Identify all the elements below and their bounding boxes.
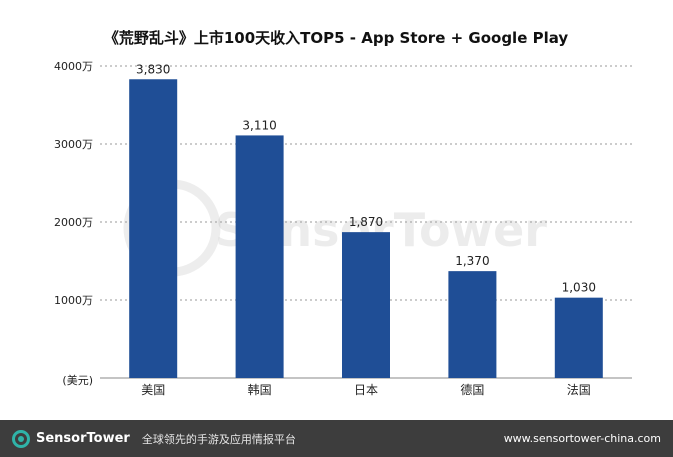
chart: SensorTower 《荒野乱斗》上市100天收入TOP5 - App Sto…: [54, 29, 632, 397]
footer-brand: SensorTower: [36, 431, 130, 446]
x-category-label-0: 美国: [141, 383, 165, 397]
bar-value-label-2: 1,870: [349, 215, 383, 229]
bar-value-label-1: 3,110: [242, 118, 276, 132]
sensortower-logo-icon: [12, 429, 30, 448]
footer-tagline: 全球领先的手游及应用情报平台: [141, 432, 296, 446]
x-category-label-4: 法国: [567, 383, 591, 397]
chart-title: 《荒野乱斗》上市100天收入TOP5 - App Store + Google …: [104, 29, 569, 47]
x-category-label-3: 德国: [460, 382, 484, 397]
x-category-label-2: 日本: [354, 383, 378, 397]
y-tick-label-3: 4000万: [54, 60, 93, 73]
bar-value-label-0: 3,830: [136, 62, 170, 76]
y-tick-label-0: 1000万: [54, 294, 93, 307]
bar-value-label-3: 1,370: [455, 254, 489, 268]
x-category-label-1: 韩国: [248, 382, 272, 397]
bar-0: [129, 79, 178, 378]
bar-chart-svg: SensorTower 《荒野乱斗》上市100天收入TOP5 - App Sto…: [54, 29, 632, 397]
bar-value-label-4: 1,030: [562, 281, 596, 295]
bar-3: [448, 271, 497, 378]
bar-2: [342, 232, 390, 378]
bar-1: [235, 135, 284, 378]
footer-website[interactable]: www.sensortower-china.com: [503, 432, 661, 445]
y-axis-unit-label: (美元): [62, 374, 93, 387]
footer-bar: SensorTower 全球领先的手游及应用情报平台 www.sensortow…: [0, 420, 673, 457]
y-tick-label-1: 2000万: [54, 216, 93, 229]
bar-4: [554, 297, 603, 378]
y-tick-label-2: 3000万: [54, 138, 93, 151]
